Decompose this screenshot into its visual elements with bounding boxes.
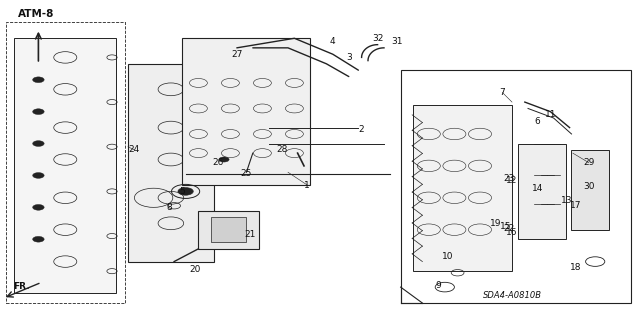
Text: 16: 16 — [506, 228, 518, 237]
Text: ATM-8: ATM-8 — [18, 9, 54, 19]
Text: 11: 11 — [545, 110, 556, 119]
Bar — [182, 38, 310, 185]
Bar — [211, 217, 246, 242]
Text: 6: 6 — [535, 117, 540, 126]
Text: 3: 3 — [346, 53, 351, 62]
Bar — [413, 105, 512, 271]
Text: 32: 32 — [372, 34, 383, 43]
Text: 27: 27 — [231, 50, 243, 59]
Text: 30: 30 — [583, 182, 595, 191]
Text: 13: 13 — [561, 197, 572, 205]
Text: 19: 19 — [490, 219, 502, 228]
Text: 31: 31 — [391, 37, 403, 46]
Text: 10: 10 — [442, 252, 454, 261]
Circle shape — [33, 204, 44, 210]
Circle shape — [33, 236, 44, 242]
Text: SDA4-A0810B: SDA4-A0810B — [483, 291, 541, 300]
Text: 26: 26 — [212, 158, 223, 167]
Circle shape — [219, 157, 229, 162]
Text: 4: 4 — [330, 37, 335, 46]
Circle shape — [178, 188, 193, 195]
Text: 5: 5 — [180, 187, 185, 196]
Text: 18: 18 — [570, 263, 582, 272]
Text: 8: 8 — [167, 203, 172, 212]
Bar — [6, 22, 125, 303]
Text: 9: 9 — [436, 281, 441, 290]
Bar — [14, 38, 116, 293]
Bar — [198, 211, 259, 249]
Bar — [571, 150, 609, 230]
Text: 17: 17 — [570, 201, 582, 210]
Text: 12: 12 — [506, 176, 518, 185]
Bar — [128, 64, 214, 262]
Text: 20: 20 — [189, 265, 201, 274]
Text: 1: 1 — [305, 181, 310, 189]
Circle shape — [33, 141, 44, 146]
Text: 24: 24 — [129, 145, 140, 154]
Text: 23: 23 — [503, 174, 515, 183]
Bar — [518, 144, 566, 239]
Text: 22: 22 — [503, 224, 515, 233]
Text: 14: 14 — [532, 184, 543, 193]
Text: FR.: FR. — [13, 282, 29, 291]
Circle shape — [33, 77, 44, 83]
Bar — [401, 70, 631, 303]
Text: 15: 15 — [500, 222, 511, 231]
Text: 2: 2 — [359, 125, 364, 134]
Text: 28: 28 — [276, 145, 287, 154]
Circle shape — [33, 173, 44, 178]
Text: 29: 29 — [583, 158, 595, 167]
Text: 25: 25 — [241, 169, 252, 178]
Circle shape — [33, 109, 44, 115]
Text: 21: 21 — [244, 230, 255, 239]
Text: 7: 7 — [500, 88, 505, 97]
